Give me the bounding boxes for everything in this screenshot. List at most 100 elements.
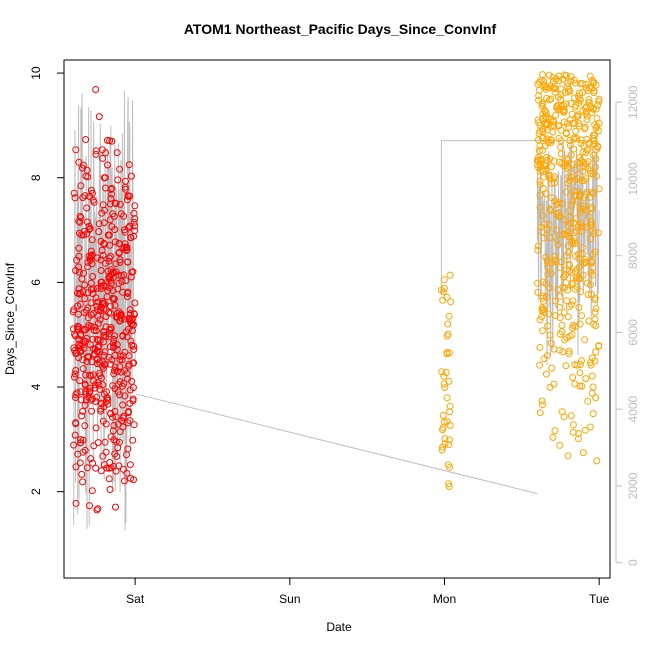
data-point xyxy=(111,226,119,234)
data-point xyxy=(109,427,117,435)
y2-tick-label: 10000 xyxy=(626,162,640,196)
data-point xyxy=(74,302,82,310)
data-point xyxy=(130,342,138,350)
data-point xyxy=(94,298,102,306)
data-point xyxy=(439,443,447,451)
data-point xyxy=(538,102,546,110)
data-point xyxy=(97,467,105,475)
data-point xyxy=(588,389,596,397)
data-point xyxy=(126,461,134,469)
data-point xyxy=(102,313,110,320)
line-segment xyxy=(135,393,538,495)
data-point xyxy=(549,77,557,85)
data-point xyxy=(566,177,573,185)
data-point xyxy=(440,276,448,284)
data-point xyxy=(113,149,121,157)
data-point xyxy=(103,136,111,144)
data-point xyxy=(69,308,77,316)
plot-frame xyxy=(63,59,611,579)
data-point xyxy=(124,409,132,417)
data-point xyxy=(96,372,104,380)
data-point xyxy=(539,401,546,409)
data-point xyxy=(542,190,550,198)
data-point xyxy=(536,177,544,185)
data-point xyxy=(106,343,114,351)
data-point xyxy=(592,394,600,402)
data-point xyxy=(548,163,556,171)
y2-tick-label: 6000 xyxy=(626,319,640,346)
data-point xyxy=(100,331,108,339)
data-point xyxy=(115,271,123,279)
data-point xyxy=(444,320,452,328)
data-point xyxy=(89,371,97,379)
data-point xyxy=(574,188,582,196)
data-point xyxy=(550,380,558,388)
data-point xyxy=(581,104,589,112)
data-point xyxy=(110,370,118,378)
data-point xyxy=(72,391,80,399)
data-point xyxy=(583,116,591,123)
data-point xyxy=(71,194,79,202)
data-point xyxy=(590,89,598,97)
data-point xyxy=(591,294,599,302)
y-tick-label: 4 xyxy=(29,383,43,390)
data-point xyxy=(124,419,132,427)
data-point xyxy=(115,308,123,316)
data-point xyxy=(445,483,453,490)
data-point xyxy=(126,400,134,407)
data-point xyxy=(126,306,134,314)
data-point xyxy=(589,105,597,113)
data-point xyxy=(581,426,589,434)
data-point xyxy=(101,348,109,356)
data-point xyxy=(98,246,106,254)
data-point xyxy=(72,332,79,340)
data-point xyxy=(75,290,83,298)
data-point xyxy=(549,433,557,441)
data-point xyxy=(75,263,83,271)
data-point xyxy=(564,156,572,164)
data-point xyxy=(75,217,83,225)
data-point xyxy=(79,407,87,415)
data-point xyxy=(83,218,91,226)
data-point xyxy=(539,294,547,302)
data-point xyxy=(568,301,576,309)
data-point xyxy=(595,185,603,193)
data-point xyxy=(72,499,80,507)
data-point xyxy=(534,116,542,124)
data-point xyxy=(117,312,125,319)
data-point xyxy=(584,291,592,298)
data-point xyxy=(115,249,123,257)
data-point xyxy=(126,222,134,230)
data-point xyxy=(535,86,543,94)
data-point xyxy=(105,254,113,262)
data-point xyxy=(87,322,95,330)
data-point xyxy=(87,299,95,307)
data-point xyxy=(553,200,561,208)
data-point xyxy=(558,328,566,336)
data-point xyxy=(547,136,555,144)
data-point xyxy=(86,256,94,264)
data-point xyxy=(88,236,96,244)
data-point xyxy=(578,312,586,320)
data-point xyxy=(121,228,129,236)
data-point xyxy=(447,298,455,306)
data-point xyxy=(106,486,114,493)
data-point xyxy=(97,407,105,415)
data-point xyxy=(85,389,93,396)
data-point xyxy=(93,335,101,343)
data-point xyxy=(575,304,583,311)
data-point xyxy=(550,157,558,165)
data-point xyxy=(82,371,90,379)
data-point xyxy=(101,438,109,446)
data-point xyxy=(557,126,565,134)
data-point xyxy=(549,73,557,81)
data-point xyxy=(90,442,98,450)
data-point xyxy=(542,370,550,378)
data-point xyxy=(79,164,86,172)
data-point xyxy=(538,313,546,321)
data-point xyxy=(112,260,120,268)
data-point xyxy=(117,210,125,218)
data-point xyxy=(539,297,547,305)
data-point xyxy=(100,219,108,227)
data-point xyxy=(127,474,135,482)
